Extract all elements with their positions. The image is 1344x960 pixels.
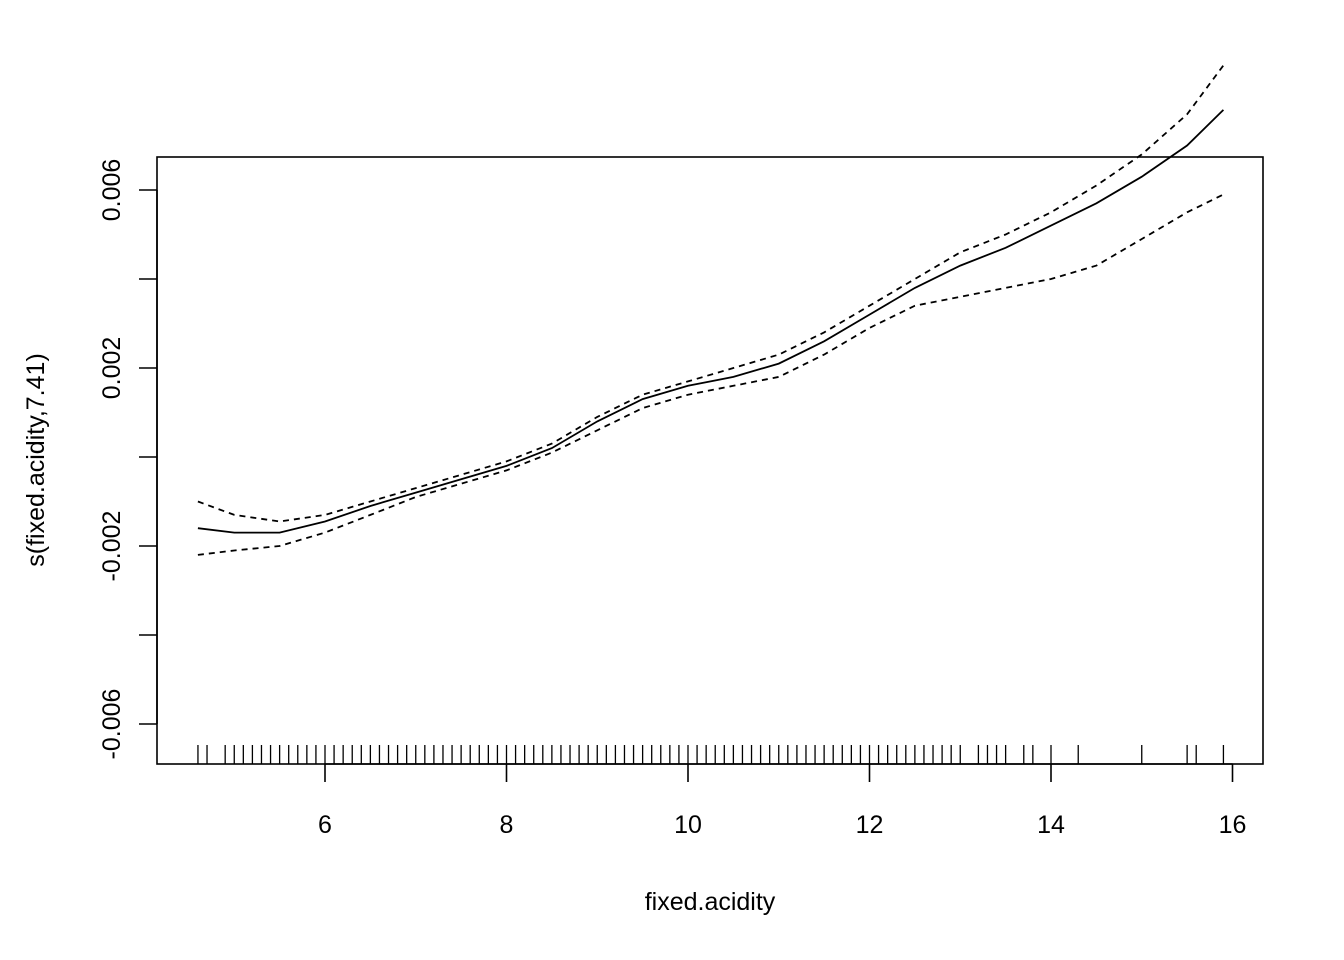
y-axis: -0.006 -0.002 0.002 0.006 <box>98 159 158 760</box>
plot-frame <box>156 156 1264 765</box>
x-tick-label: 16 <box>1219 811 1247 839</box>
smooth-curves <box>197 64 1225 556</box>
x-axis: 6 8 10 12 14 16 <box>318 763 1247 839</box>
y-tick-label: 0.002 <box>98 337 126 400</box>
x-tick-label: 8 <box>500 811 514 839</box>
rug-plot <box>197 745 1225 764</box>
y-tick-label: -0.006 <box>98 689 126 760</box>
x-tick-label: 12 <box>856 811 884 839</box>
upper-confidence-line <box>197 64 1225 523</box>
x-axis-title: fixed.acidity <box>645 888 776 916</box>
x-tick-label: 10 <box>674 811 702 839</box>
y-axis-title: s(fixed.acidity,7.41) <box>22 353 50 567</box>
x-tick-label: 6 <box>318 811 332 839</box>
y-tick-label: -0.002 <box>98 511 126 582</box>
y-tick-label: 0.006 <box>98 159 126 222</box>
smooth-estimate-line <box>197 109 1225 534</box>
lower-confidence-line <box>197 193 1224 556</box>
x-tick-label: 14 <box>1037 811 1065 839</box>
